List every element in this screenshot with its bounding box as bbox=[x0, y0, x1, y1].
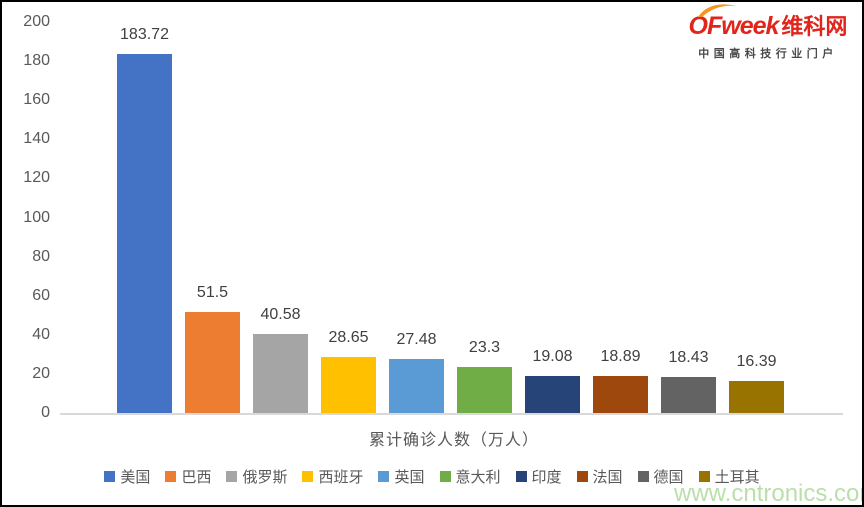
bar-value-label: 16.39 bbox=[736, 352, 777, 370]
y-axis-tick-label: 180 bbox=[23, 52, 50, 70]
logo-tagline: 中国高科技行业门户 bbox=[698, 48, 838, 60]
bar-value-label: 183.72 bbox=[120, 25, 169, 43]
legend-swatch-icon bbox=[698, 471, 710, 482]
legend-swatch-icon bbox=[165, 471, 177, 482]
legend-swatch-icon bbox=[302, 471, 314, 482]
bar-西班牙 bbox=[321, 356, 376, 413]
legend-label: 巴西 bbox=[181, 469, 212, 486]
bar-value-label: 19.08 bbox=[532, 347, 573, 365]
legend-swatch-icon bbox=[439, 471, 451, 482]
legend-label: 德国 bbox=[653, 469, 684, 486]
bar-德国 bbox=[661, 376, 716, 413]
y-axis-tick-label: 100 bbox=[23, 208, 50, 226]
y-axis-tick-label: 40 bbox=[32, 325, 50, 343]
legend-swatch-icon bbox=[576, 471, 588, 482]
bar-value-label: 51.5 bbox=[196, 284, 229, 302]
bar-美国 bbox=[117, 53, 172, 413]
legend-label: 俄罗斯 bbox=[242, 469, 288, 486]
y-axis-tick-label: 120 bbox=[23, 169, 50, 187]
legend-item-英国: 英国 bbox=[378, 466, 425, 487]
bar-value-label: 18.43 bbox=[668, 348, 709, 366]
logo-brand-text: OFweek bbox=[688, 12, 780, 40]
bar-俄罗斯 bbox=[253, 333, 308, 413]
legend-swatch-icon bbox=[378, 471, 390, 482]
y-axis-tick-label: 60 bbox=[32, 286, 50, 304]
bar-value-label: 23.3 bbox=[468, 339, 501, 357]
legend-item-美国: 美国 bbox=[104, 466, 150, 487]
bar-value-label: 28.65 bbox=[328, 328, 369, 346]
legend-item-土耳其: 土耳其 bbox=[698, 466, 760, 487]
legend-label: 西班牙 bbox=[318, 469, 364, 486]
legend-label: 法国 bbox=[592, 469, 623, 486]
y-axis-tick-label: 80 bbox=[32, 247, 50, 265]
legend-item-德国: 德国 bbox=[637, 466, 684, 487]
legend-label: 意大利 bbox=[455, 469, 501, 486]
legend-item-俄罗斯: 俄罗斯 bbox=[226, 466, 287, 487]
x-axis-title: 累计确诊人数（万人） bbox=[368, 432, 539, 449]
legend-item-意大利: 意大利 bbox=[439, 466, 501, 487]
bar-土耳其 bbox=[729, 380, 784, 413]
y-axis-tick-label: 140 bbox=[23, 130, 50, 148]
watermark-text: www.cntronics.com bbox=[674, 480, 864, 507]
bar-印度 bbox=[525, 375, 580, 413]
bar-英国 bbox=[389, 359, 444, 413]
bar-value-label: 27.48 bbox=[396, 331, 437, 349]
x-axis-line bbox=[60, 413, 843, 415]
legend: 美国 巴西 俄罗斯 西班牙 英国 意大利 印度 法国 德国 土耳其 bbox=[2, 466, 862, 487]
legend-item-巴西: 巴西 bbox=[165, 466, 211, 487]
legend-item-印度: 印度 bbox=[515, 466, 562, 487]
logo-row: OFweek 维科网 bbox=[688, 4, 848, 42]
legend-item-西班牙: 西班牙 bbox=[302, 466, 363, 487]
legend-label: 美国 bbox=[120, 469, 151, 486]
bar-意大利 bbox=[457, 367, 512, 413]
legend-swatch-icon bbox=[637, 471, 649, 482]
bar-法国 bbox=[593, 376, 648, 413]
legend-item-法国: 法国 bbox=[576, 466, 623, 487]
legend-label: 土耳其 bbox=[714, 469, 760, 486]
logo-swoosh-icon bbox=[698, 4, 736, 17]
legend-label: 英国 bbox=[394, 469, 425, 486]
y-axis-tick-label: 0 bbox=[41, 404, 50, 421]
ofweek-logo: OFweek 维科网 中国高科技行业门户 bbox=[688, 4, 848, 61]
legend-label: 印度 bbox=[531, 469, 562, 486]
y-axis-tick-label: 160 bbox=[23, 91, 50, 109]
y-axis-tick-label: 200 bbox=[23, 13, 50, 30]
logo-brand-cn-text: 维科网 bbox=[781, 14, 848, 39]
bar-value-label: 40.58 bbox=[260, 305, 301, 323]
bar-value-label: 18.89 bbox=[600, 348, 641, 366]
legend-swatch-icon bbox=[515, 471, 527, 482]
bar-巴西 bbox=[185, 312, 240, 413]
legend-swatch-icon bbox=[104, 471, 116, 482]
legend-swatch-icon bbox=[226, 471, 238, 482]
y-axis-tick-label: 20 bbox=[32, 364, 50, 382]
